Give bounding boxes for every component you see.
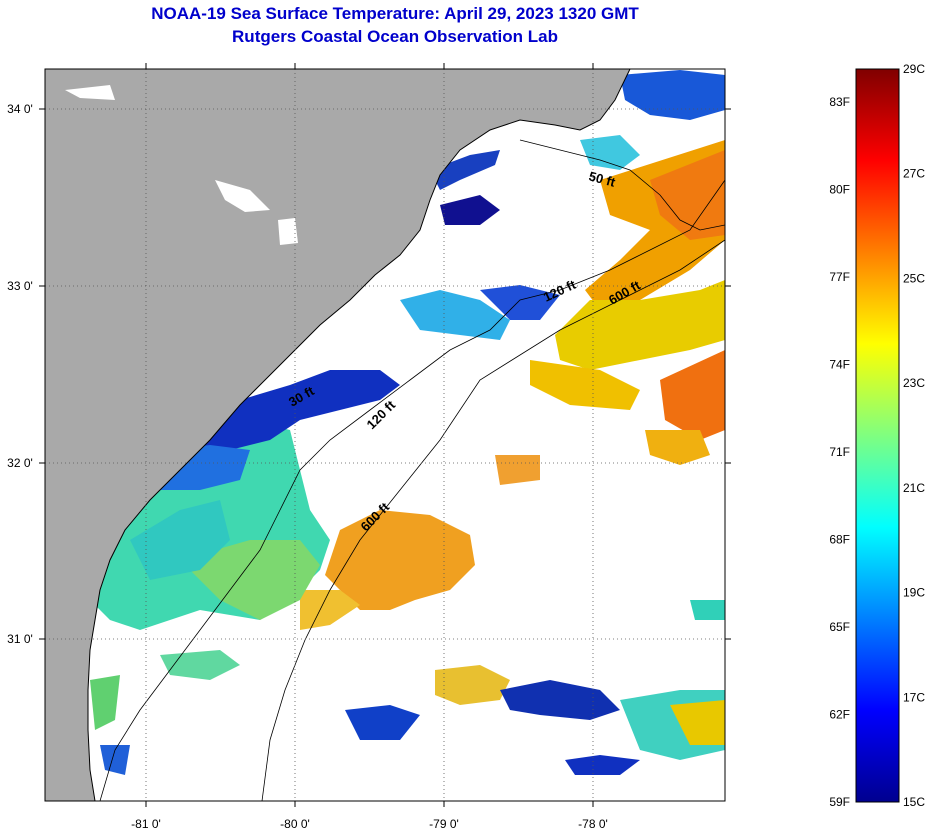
colorbar-fahrenheit-label: 62F <box>829 708 850 722</box>
colorbar-fahrenheit-label: 68F <box>829 533 850 547</box>
sst-patch-cyan-east <box>690 600 725 620</box>
colorbar-fahrenheit-label: 65F <box>829 620 850 634</box>
color-bar-gradient <box>855 68 900 803</box>
colorbar-celsius-label: 23C <box>903 376 925 390</box>
colorbar-celsius-label: 29C <box>903 62 925 76</box>
sst-patch-yellow-mid <box>645 430 710 465</box>
map-frame <box>44 68 726 802</box>
contour-120ft <box>99 179 725 801</box>
lat-tick-label: 31 0' <box>7 632 33 646</box>
sst-patch-green-coastal <box>180 540 320 620</box>
cloud-patch-land-1 <box>65 85 115 100</box>
colorbar-fahrenheit-label: 71F <box>829 445 850 459</box>
lat-tick-label: 32 0' <box>7 456 33 470</box>
sst-patch-yellow-se <box>670 700 725 745</box>
colorbar-celsius-label: 15C <box>903 795 925 809</box>
sst-patches <box>90 70 725 775</box>
colorbar-fahrenheit-label: 83F <box>829 95 850 109</box>
cloud-patch-land-3 <box>278 218 298 245</box>
sst-patch-yellow-east <box>530 360 640 410</box>
contour-label-50ft: 50 ft <box>587 168 617 190</box>
coastline <box>87 69 631 801</box>
sst-patch-orange-central <box>325 510 475 610</box>
sst-patch-blue-sw <box>345 705 420 740</box>
sst-patch-cyan-ne <box>580 135 640 170</box>
colorbar-fahrenheit-label: 80F <box>829 183 850 197</box>
sst-patch-blue-se <box>565 755 640 775</box>
lon-tick-label: -80 0' <box>280 817 310 831</box>
land-area <box>45 69 630 801</box>
sst-patch-orange-ne <box>650 150 725 240</box>
axis-ticks <box>39 63 731 807</box>
cloud-patch-land-2 <box>215 180 270 212</box>
sst-patch-blue-north <box>430 150 500 190</box>
colorbar-celsius-label: 19C <box>903 586 925 600</box>
lat-tick-label: 34 0' <box>7 102 33 116</box>
color-bar-labels: 29C 27C 25C 23C 21C 19C 17C 15C 83F 80F 77F 74F 71F 6… <box>829 62 925 809</box>
colorbar-fahrenheit-label: 74F <box>829 358 850 372</box>
sst-patch-darkblue-south <box>500 680 620 720</box>
sst-patch-yellow-ne <box>555 280 725 370</box>
lon-tick-label: -79 0' <box>429 817 459 831</box>
graticule <box>45 69 725 801</box>
sst-patch-teal-inner <box>130 500 230 580</box>
sst-patch-orange-east <box>660 350 725 440</box>
sst-patch-yellow-south <box>435 665 510 705</box>
sst-patch-cyan-sw <box>160 650 240 680</box>
colorbar-fahrenheit-label: 77F <box>829 270 850 284</box>
colorbar-celsius-label: 27C <box>903 167 925 181</box>
contour-600ft <box>261 239 725 801</box>
lon-tick-label: -78 0' <box>578 817 608 831</box>
sst-patch-cyan-mid <box>400 290 510 340</box>
sst-patch-orange-east-mid <box>495 455 540 485</box>
colorbar-celsius-label: 21C <box>903 481 925 495</box>
sst-patch-blue-sw-coast <box>100 745 130 775</box>
colorbar-celsius-label: 17C <box>903 690 925 704</box>
colorbar-celsius-label: 25C <box>903 271 925 285</box>
lon-tick-label: -81 0' <box>131 817 161 831</box>
colorbar-fahrenheit-label: 59F <box>829 795 850 809</box>
sst-patch-blue-mid <box>480 285 560 320</box>
lat-tick-label: 33 0' <box>7 279 33 293</box>
contour-50ft <box>519 139 725 231</box>
sst-patch-deepblue-north <box>440 195 500 225</box>
sst-patch-blue-ne <box>620 70 725 120</box>
map-subtitle: Rutgers Coastal Ocean Observation Lab <box>232 27 558 46</box>
map-title: NOAA-19 Sea Surface Temperature: April 2… <box>151 4 639 23</box>
sst-patch-green-sw <box>90 675 120 730</box>
